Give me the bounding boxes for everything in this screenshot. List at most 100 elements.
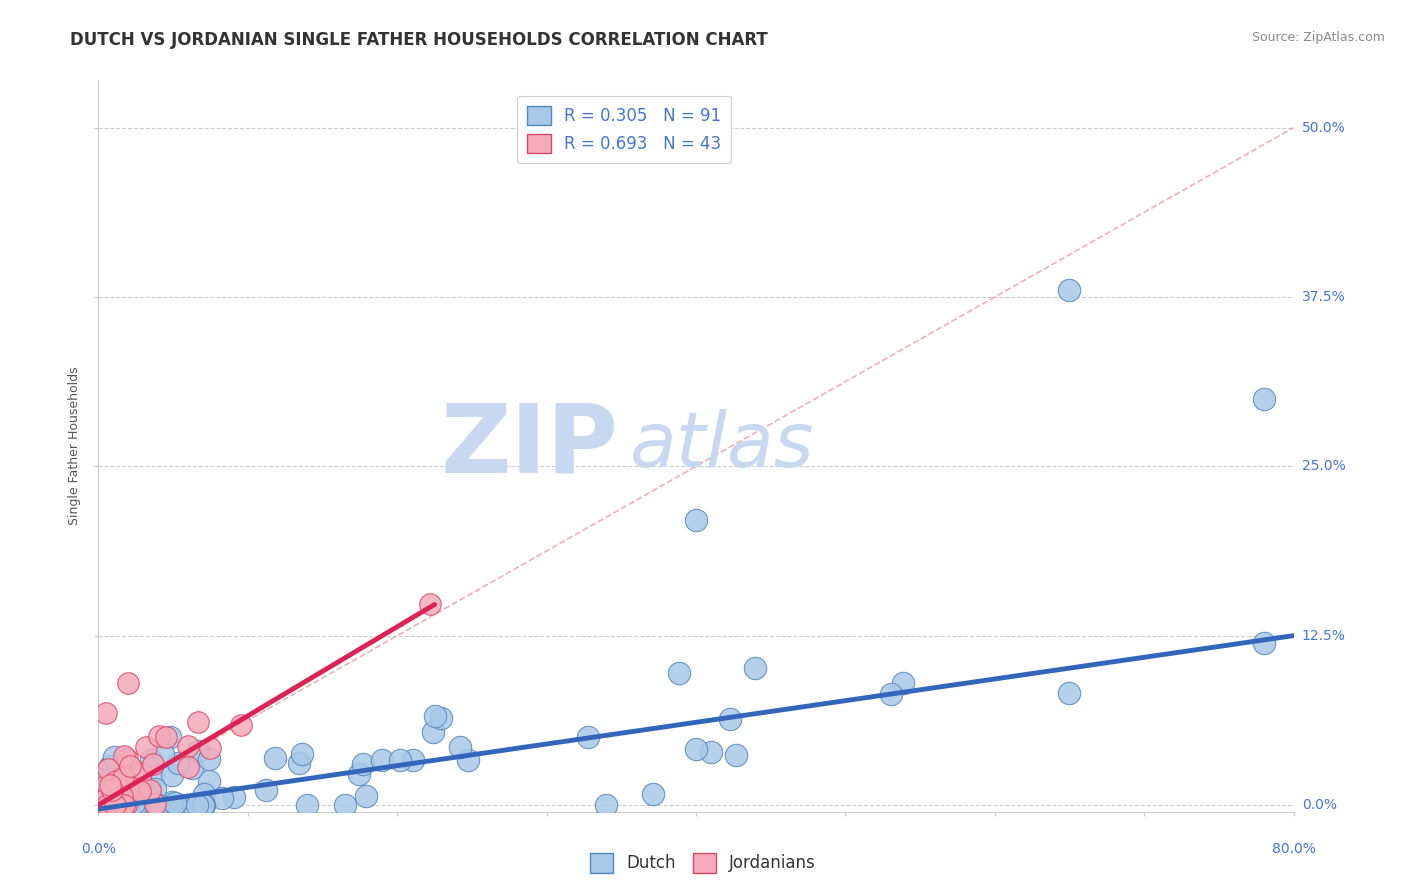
Point — [1253, 636, 1275, 650]
Point — [198, 773, 221, 788]
Point — [110, 780, 132, 794]
Point — [143, 797, 166, 811]
Point — [449, 740, 471, 755]
Point — [287, 756, 309, 770]
Point — [177, 739, 200, 754]
Point — [93, 793, 115, 807]
Point — [643, 787, 665, 801]
Point — [121, 781, 143, 796]
Text: 12.5%: 12.5% — [1302, 629, 1346, 642]
Point — [197, 752, 219, 766]
Point — [117, 781, 139, 796]
Point — [103, 749, 125, 764]
Point — [112, 797, 135, 812]
Point — [430, 711, 453, 725]
Point — [167, 797, 190, 812]
Point — [90, 797, 112, 812]
Point — [718, 712, 741, 726]
Text: 25.0%: 25.0% — [1302, 459, 1346, 474]
Point — [105, 781, 128, 796]
Point — [668, 666, 690, 681]
Point — [115, 768, 138, 782]
Legend: R = 0.305   N = 91, R = 0.693   N = 43: R = 0.305 N = 91, R = 0.693 N = 43 — [517, 96, 731, 162]
Point — [744, 661, 766, 675]
Point — [96, 797, 118, 811]
Point — [290, 747, 312, 761]
Point — [100, 793, 122, 807]
Point — [104, 773, 127, 788]
Point — [188, 797, 211, 812]
Point — [111, 771, 134, 785]
Point — [128, 797, 150, 812]
Point — [100, 758, 122, 772]
Point — [1059, 283, 1081, 297]
Point — [193, 788, 215, 802]
Point — [96, 797, 118, 812]
Point — [578, 730, 600, 744]
Point — [186, 797, 208, 812]
Point — [152, 797, 174, 812]
Point — [91, 774, 114, 789]
Point — [108, 793, 131, 807]
Point — [388, 753, 411, 767]
Point — [131, 797, 153, 812]
Point — [352, 757, 374, 772]
Point — [117, 752, 139, 766]
Text: 0.0%: 0.0% — [82, 842, 115, 856]
Point — [94, 706, 117, 720]
Point — [89, 796, 111, 810]
Point — [129, 773, 152, 788]
Point — [111, 789, 134, 804]
Point — [142, 756, 165, 771]
Point — [160, 767, 183, 781]
Point — [159, 730, 181, 744]
Point — [96, 797, 118, 812]
Point — [120, 788, 142, 802]
Point — [152, 747, 174, 761]
Point — [160, 795, 183, 809]
Point — [595, 797, 617, 812]
Text: 0.0%: 0.0% — [1302, 798, 1337, 812]
Point — [181, 761, 204, 775]
Legend: Dutch, Jordanians: Dutch, Jordanians — [583, 847, 823, 880]
Point — [371, 753, 394, 767]
Point — [402, 753, 425, 767]
Point — [107, 774, 129, 789]
Point — [112, 769, 135, 783]
Point — [117, 797, 139, 812]
Point — [110, 797, 132, 812]
Point — [685, 514, 707, 528]
Point — [120, 759, 142, 773]
Point — [142, 797, 165, 812]
Y-axis label: Single Father Households: Single Father Households — [67, 367, 82, 525]
Point — [118, 788, 141, 802]
Text: 80.0%: 80.0% — [1271, 842, 1316, 856]
Point — [110, 772, 132, 786]
Point — [191, 797, 214, 812]
Point — [112, 748, 135, 763]
Point — [129, 766, 152, 780]
Point — [100, 778, 122, 792]
Point — [700, 746, 723, 760]
Point — [117, 781, 139, 796]
Point — [142, 770, 165, 784]
Point — [108, 782, 131, 797]
Point — [264, 751, 287, 765]
Point — [118, 797, 141, 812]
Point — [187, 715, 209, 730]
Point — [354, 789, 377, 804]
Point — [229, 718, 252, 732]
Point — [163, 796, 186, 810]
Point — [422, 725, 444, 739]
Point — [254, 783, 277, 797]
Text: 50.0%: 50.0% — [1302, 120, 1346, 135]
Point — [128, 795, 150, 809]
Point — [193, 797, 215, 812]
Point — [104, 797, 127, 812]
Point — [90, 797, 112, 812]
Point — [139, 783, 162, 797]
Point — [224, 790, 246, 805]
Point — [457, 753, 479, 767]
Point — [423, 709, 446, 723]
Text: atlas: atlas — [630, 409, 814, 483]
